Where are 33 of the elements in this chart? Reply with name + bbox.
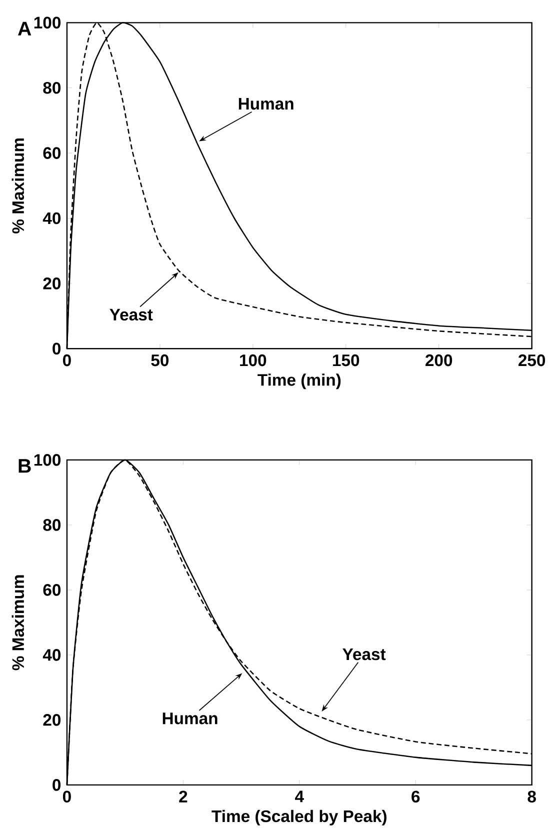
x-tick-label: 2 xyxy=(178,790,188,802)
annotation: Human xyxy=(162,712,218,724)
y-tick-label: 40 xyxy=(42,212,60,224)
y-tick-label: 20 xyxy=(43,714,60,726)
x-tick-label: 0 xyxy=(62,790,71,803)
y-tick-label: 100 xyxy=(34,454,60,466)
y-tick-label: 0 xyxy=(52,779,60,791)
y-tick-label: 80 xyxy=(43,519,60,531)
annotation: Yeast xyxy=(110,308,153,321)
x-tick-label: 150 xyxy=(332,354,359,366)
x-tick-label: 4 xyxy=(294,790,304,802)
y-tick-label: 60 xyxy=(43,147,60,159)
y-tick-label: 0 xyxy=(52,342,60,355)
x-tick-label: 8 xyxy=(528,790,536,803)
y-tick-label: 40 xyxy=(42,649,60,661)
x-tick-label: 6 xyxy=(411,790,420,803)
x-tick-label: 250 xyxy=(518,354,545,366)
y-tick-label: 60 xyxy=(43,584,60,596)
x-axis-title: Time (min) xyxy=(257,374,340,390)
y-tick-label: 100 xyxy=(34,16,60,29)
y-axis-title: % Maximum xyxy=(12,138,24,234)
annotation: Human xyxy=(238,98,294,110)
y-axis-title: % Maximum xyxy=(12,575,24,670)
y-tick-label: 20 xyxy=(43,278,60,290)
chart-title: A xyxy=(18,22,32,36)
x-axis-title: Time (Scaled by Peak) xyxy=(212,810,386,826)
x-tick-label: 200 xyxy=(425,354,452,366)
chart-title: B xyxy=(18,459,31,473)
x-tick-label: 0 xyxy=(62,354,71,366)
x-tick-label: 50 xyxy=(151,354,168,366)
x-tick-label: 100 xyxy=(240,354,266,366)
annotation: Yeast xyxy=(342,648,386,660)
y-tick-label: 80 xyxy=(43,82,60,94)
